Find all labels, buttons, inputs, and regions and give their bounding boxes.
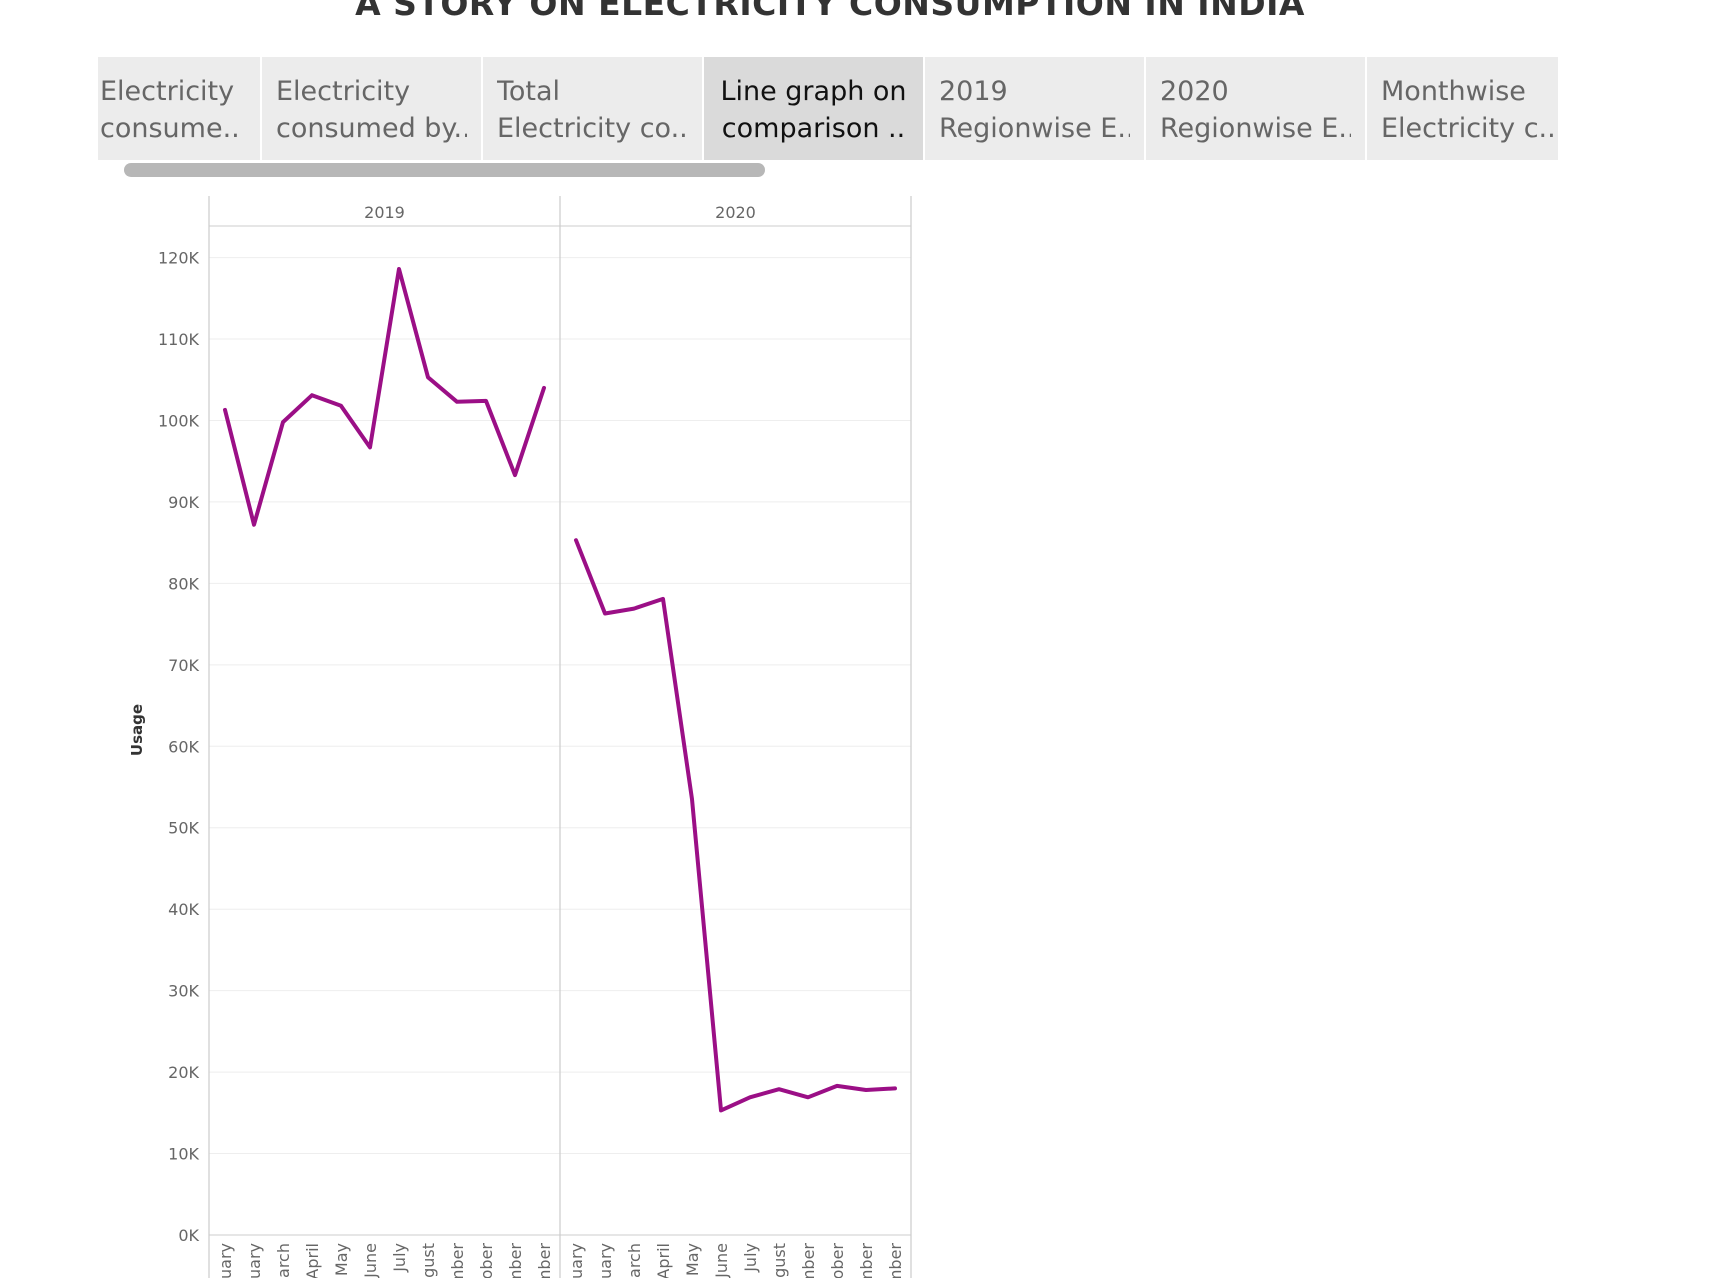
x-tick-label-2020-4: May	[683, 1243, 702, 1276]
story-title: A STORY ON ELECTRICITY CONSUMPTION IN IN…	[355, 0, 1305, 23]
x-tick-label-2019-7: ugust	[419, 1243, 438, 1278]
x-tick-label-2019-3: April	[303, 1243, 322, 1278]
tab-7-line2: Electricity c..	[1381, 113, 1556, 144]
tab-4-line2: comparison ..	[721, 113, 906, 144]
y-tick-label-0: 0K	[178, 1226, 199, 1245]
tab-7[interactable]: Monthwise Electricity c..	[1367, 57, 1558, 160]
tab-2-line1: Electricity	[276, 76, 411, 107]
y-tick-label-2: 20K	[168, 1063, 199, 1082]
x-tick-label-2019-4: May	[332, 1243, 351, 1276]
x-tick-label-2020-0: anuary	[567, 1243, 586, 1278]
y-tick-label-12: 120K	[158, 249, 200, 268]
y-tick-label-5: 50K	[168, 819, 199, 838]
x-tick-label-2019-2: March	[274, 1243, 293, 1278]
y-tick-label-6: 60K	[168, 737, 199, 756]
y-tick-label-7: 70K	[168, 656, 199, 675]
x-tick-label-2020-6: July	[741, 1243, 760, 1273]
x-tick-label-2019-5: June	[361, 1243, 380, 1278]
tabs-scrollbar[interactable]	[124, 163, 765, 177]
tab-2[interactable]: Electricity consumed by..	[262, 57, 481, 160]
x-tick-label-2020-11: ember	[886, 1243, 905, 1278]
x-tick-label-2019-1: oruary	[245, 1243, 264, 1278]
series-line-2020	[574, 538, 897, 1113]
y-tick-label-9: 90K	[168, 493, 199, 512]
y-tick-label-1: 10K	[168, 1145, 199, 1164]
x-tick-label-2020-7: ugust	[770, 1243, 789, 1278]
x-tick-label-2019-9: ctober	[477, 1243, 496, 1278]
panel-header-2019: 2019	[364, 203, 405, 222]
x-tick-label-2019-6: July	[390, 1243, 409, 1273]
x-tick-label-2020-10: ember	[857, 1243, 876, 1278]
y-axis-label: Usage	[128, 704, 146, 756]
y-tick-label-11: 110K	[158, 330, 200, 349]
tab-4-active[interactable]: Line graph on comparison ..	[704, 57, 923, 160]
x-tick-label-2020-2: March	[625, 1243, 644, 1278]
tab-1-line1: Electricity	[100, 76, 235, 107]
tab-6-line2: Regionwise E..	[1160, 113, 1351, 144]
tab-5[interactable]: 2019 Regionwise E..	[925, 57, 1144, 160]
tab-2-line2: consumed by..	[276, 113, 467, 144]
tab-3[interactable]: Total Electricity co..	[483, 57, 702, 160]
x-tick-label-2019-10: ember	[506, 1243, 525, 1278]
tab-6[interactable]: 2020 Regionwise E..	[1146, 57, 1365, 160]
tab-4-line1: Line graph on	[720, 76, 907, 107]
series-line-2019	[223, 267, 546, 527]
x-tick-label-2020-9: ctober	[828, 1243, 847, 1278]
x-tick-label-2020-3: April	[654, 1243, 673, 1278]
panel-header-2020: 2020	[715, 203, 756, 222]
y-tick-label-4: 40K	[168, 900, 199, 919]
tab-3-line2: Electricity co..	[497, 113, 688, 144]
tab-1[interactable]: Electricity consume..	[98, 57, 260, 160]
tab-7-line1: Monthwise	[1381, 76, 1526, 107]
x-tick-label-2020-8: ember	[799, 1243, 818, 1278]
tab-6-line1: 2020	[1160, 76, 1229, 107]
x-tick-label-2019-8: ember	[448, 1243, 467, 1278]
y-tick-label-10: 100K	[158, 411, 200, 430]
x-tick-label-2019-0: anuary	[216, 1243, 235, 1278]
story-tabs: Electricity consume.. Electricity consum…	[98, 57, 1558, 160]
x-tick-label-2020-1: oruary	[596, 1243, 615, 1278]
x-tick-label-2020-5: June	[712, 1243, 731, 1278]
tab-5-line2: Regionwise E..	[939, 113, 1130, 144]
tab-5-line1: 2019	[939, 76, 1008, 107]
tab-1-line2: consume..	[100, 113, 240, 144]
y-tick-label-3: 30K	[168, 982, 199, 1001]
y-tick-label-8: 80K	[168, 574, 199, 593]
tab-3-line1: Total	[497, 76, 561, 107]
x-tick-label-2019-11: ember	[535, 1243, 554, 1278]
